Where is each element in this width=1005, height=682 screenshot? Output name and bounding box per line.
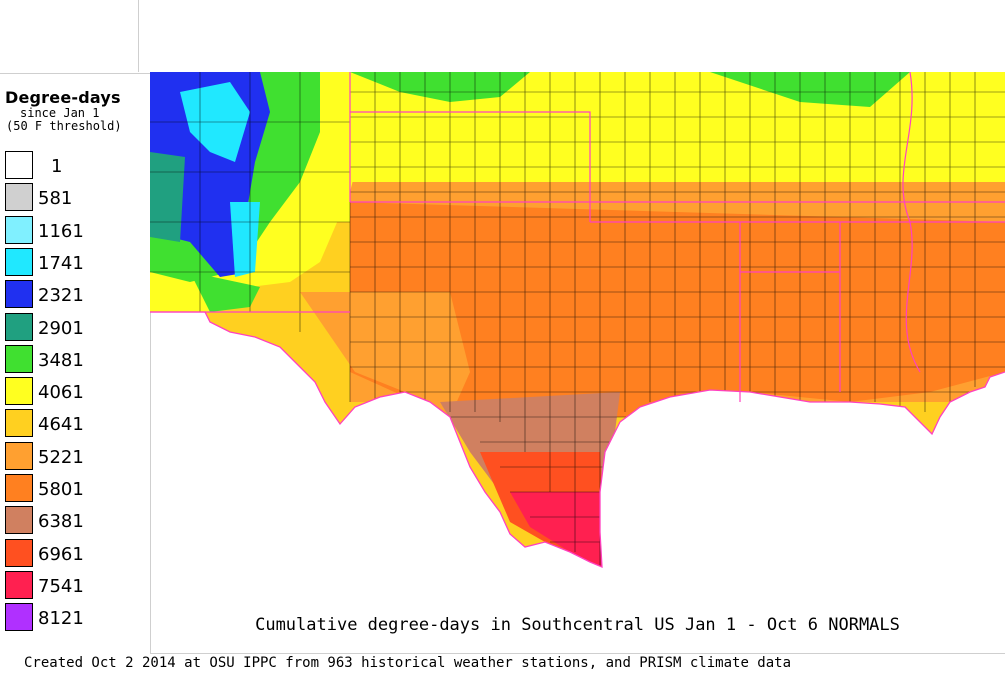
legend-swatch [5, 538, 33, 567]
legend-label: 6961 [38, 543, 84, 565]
legend-right-border [150, 73, 151, 653]
legend-item: 4641 [5, 409, 145, 439]
legend-item: 4061 [5, 377, 145, 407]
legend-subtitle-threshold: (50 F threshold) [6, 119, 122, 133]
legend-swatch [5, 570, 33, 599]
legend-swatch [5, 377, 33, 406]
footer-credit: Created Oct 2 2014 at OSU IPPC from 963 … [24, 655, 792, 671]
legend-item: 8121 [5, 603, 145, 633]
legend-label: 5221 [38, 446, 84, 468]
legend-label: 1161 [38, 220, 84, 242]
legend-label: 2321 [38, 285, 84, 307]
legend-swatch [5, 441, 33, 470]
legend-item: 3481 [5, 344, 145, 375]
legend-swatch [5, 344, 33, 373]
legend-swatch [5, 603, 33, 632]
legend-item: 1 [5, 151, 145, 181]
legend-title: Degree-days [5, 88, 121, 107]
legend-label: 581 [38, 188, 73, 210]
legend-label: 7541 [38, 575, 84, 597]
legend-item: 5801 [5, 474, 145, 504]
legend-top-border [0, 73, 150, 74]
legend-item: 7541 [5, 570, 145, 601]
legend-item: 6381 [5, 506, 145, 536]
legend-item: 1161 [5, 215, 145, 246]
legend-item: 1741 [5, 247, 145, 278]
legend-label: 3481 [38, 349, 84, 371]
legend: Degree-days since Jan 1 (50 F threshold)… [0, 74, 150, 654]
legend-swatch [5, 312, 33, 341]
legend-item: 581 [5, 183, 145, 213]
legend-swatch [5, 506, 33, 535]
top-divider [138, 0, 139, 72]
land-fill [150, 72, 1005, 567]
legend-swatch [5, 215, 33, 244]
legend-swatch [5, 247, 33, 276]
degree-day-map [150, 72, 1005, 568]
legend-label: 4641 [38, 414, 84, 436]
legend-label: 4061 [38, 382, 84, 404]
legend-label: 2901 [38, 317, 84, 339]
legend-swatch [5, 409, 33, 438]
legend-label: 5801 [38, 479, 84, 500]
legend-item: 5221 [5, 441, 145, 472]
legend-swatch [5, 280, 33, 309]
legend-label: 6381 [38, 511, 84, 533]
legend-item: 6961 [5, 538, 145, 569]
state-borders [150, 72, 1005, 402]
legend-item: 2901 [5, 312, 145, 343]
legend-label: 1741 [38, 252, 84, 274]
legend-subtitle-since: since Jan 1 [20, 106, 100, 120]
county-borders [150, 72, 1005, 567]
bottom-border [150, 653, 1005, 654]
map-title: Cumulative degree-days in Southcentral U… [255, 615, 900, 635]
legend-swatch [5, 151, 33, 179]
coastline-border [150, 311, 1005, 568]
legend-label: 8121 [38, 608, 84, 630]
legend-swatch [5, 474, 33, 502]
legend-item: 2321 [5, 280, 145, 310]
legend-label: 1 [51, 156, 63, 177]
legend-swatch [5, 183, 33, 212]
